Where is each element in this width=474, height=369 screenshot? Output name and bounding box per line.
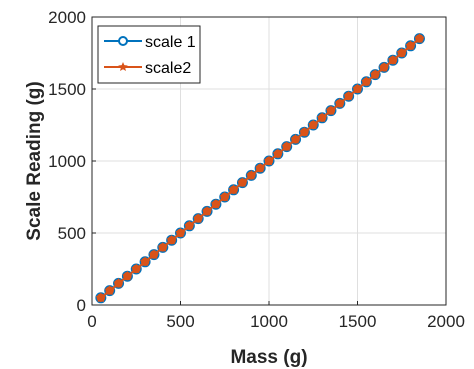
data-point-star-series-2	[334, 97, 346, 108]
data-point-star-series-2	[369, 69, 381, 80]
data-point-star-series-2	[175, 227, 186, 238]
data-point-star-series-2	[131, 263, 142, 274]
legend: scale 1 scale2	[97, 25, 201, 84]
legend-marker-scale-2	[118, 62, 128, 72]
x-tick-label: 0	[87, 312, 96, 331]
data-point-star-series-2	[352, 83, 363, 94]
data-point-star-series-2	[308, 119, 319, 130]
data-point-star-series-2	[139, 256, 151, 267]
x-tick-label: 2000	[427, 312, 465, 331]
data-point-star-series-2	[113, 277, 124, 288]
data-point-star-series-2	[254, 162, 266, 173]
data-point-star-series-2	[184, 220, 195, 231]
y-axis-title: Scale Reading (g)	[24, 81, 45, 240]
legend-marker-scale-1	[118, 36, 128, 46]
data-point-star-series-2	[414, 33, 425, 44]
data-point-star-series-2	[219, 191, 230, 202]
data-point-star-series-2	[290, 133, 301, 144]
data-point-star-series-2	[343, 90, 354, 101]
y-tick-label: 1000	[48, 152, 86, 171]
data-point-star-series-2	[246, 169, 257, 180]
data-point-star-series-2	[299, 126, 310, 137]
data-point-star-series-2	[148, 249, 160, 260]
data-point-star-series-2	[316, 112, 328, 123]
y-tick-label: 1500	[48, 80, 86, 99]
data-point-star-series-2	[210, 198, 222, 209]
legend-label-scale-1: scale 1	[145, 34, 196, 51]
ticks: 0 500 1000 1500 2000 0 500 1000 1500 2000	[48, 8, 465, 331]
legend-box	[97, 25, 201, 84]
x-tick-label: 1500	[339, 312, 377, 331]
data-point-star-series-2	[166, 234, 177, 245]
data-point-star-series-2	[378, 61, 390, 72]
y-tick-label: 0	[77, 296, 86, 315]
data-point-star-series-2	[396, 47, 407, 58]
data-point-star-series-2	[272, 148, 284, 159]
y-tick-label: 2000	[48, 8, 86, 27]
data-point-star-series-2	[325, 105, 337, 116]
legend-label-scale-2: scale2	[145, 60, 191, 77]
data-point-star-series-2	[263, 155, 275, 166]
data-point-star-series-2	[281, 141, 292, 152]
x-tick-label: 500	[166, 312, 194, 331]
x-tick-label: 1000	[250, 312, 288, 331]
data-point-star-series-2	[237, 177, 248, 188]
data-point-star-series-2	[122, 270, 133, 281]
data-point-star-series-2	[201, 205, 213, 216]
y-tick-label: 500	[58, 224, 86, 243]
x-axis-title: Mass (g)	[230, 347, 307, 368]
data-point-star-series-2	[405, 40, 416, 51]
data-point-star-series-2	[228, 184, 239, 195]
series-layer	[95, 33, 425, 304]
data-point-star-series-2	[157, 241, 169, 252]
data-point-star-series-2	[192, 213, 204, 224]
data-point-star-series-2	[95, 292, 107, 303]
data-point-star-series-2	[387, 54, 399, 65]
data-point-star-series-2	[104, 285, 115, 296]
data-point-star-series-2	[361, 76, 372, 87]
